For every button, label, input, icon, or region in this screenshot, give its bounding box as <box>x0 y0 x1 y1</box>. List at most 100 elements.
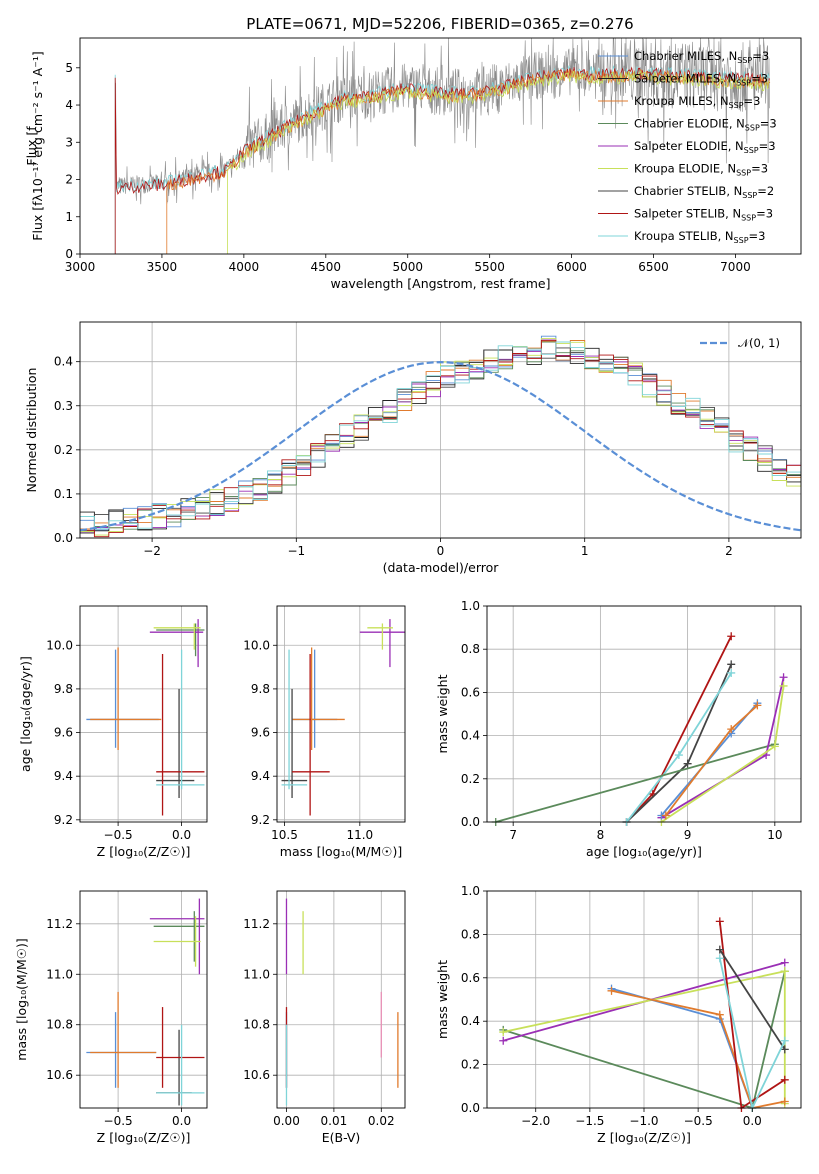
y-tick-label: 11.0 <box>46 967 73 981</box>
point-marker <box>753 701 762 710</box>
point-marker <box>715 917 724 926</box>
axes-frame <box>79 890 208 1109</box>
legend-label: Kroupa ELODIE, NSSP=3 <box>634 162 768 178</box>
y-tick-label: 0.2 <box>461 772 480 786</box>
x-tick-label: 5500 <box>474 260 505 274</box>
mass-vs-ebv-panel: 0.00 0.01 0.02 10.6 10.8 11.0 11.2 E(B-V) <box>243 890 406 1145</box>
mass-vs-metallicity-panel: −0.5 0.0 10.6 10.8 11.0 11.2 Z [log₁₀(Z/Z☉)] ma… <box>14 890 208 1145</box>
x-axis-label: Z [log₁₀(Z/Z☉)] <box>597 1130 691 1145</box>
point-marker <box>780 1097 789 1106</box>
legend-label: Salpeter STELIB, NSSP=3 <box>634 207 773 223</box>
y-tick-label: 1.0 <box>461 884 480 898</box>
point-marker <box>727 725 736 734</box>
x-tick-label: 8 <box>597 828 605 842</box>
error-bars <box>86 619 205 816</box>
y-tick-label: 10.8 <box>46 1018 73 1032</box>
axes-frame <box>486 605 802 823</box>
x-axis-label: E(B-V) <box>322 1130 361 1145</box>
axes-frame <box>276 890 406 1109</box>
y-tick-label: 10.0 <box>243 638 270 652</box>
x-tick-label: 1 <box>581 544 589 558</box>
histograms <box>80 335 801 538</box>
x-tick-label: 6500 <box>638 260 669 274</box>
y-tick-label: 0.2 <box>461 1058 480 1072</box>
point-marker <box>499 1036 508 1045</box>
x-tick-label: 9 <box>684 828 692 842</box>
y-tick-label: 9.4 <box>251 769 270 783</box>
series-line <box>495 743 776 823</box>
histogram-step <box>80 341 801 530</box>
legend-label: 𝒩(0, 1) <box>738 336 780 350</box>
y-tick-label: 0.3 <box>54 399 73 413</box>
y-tick-label: 4 <box>65 98 73 112</box>
x-tick-label: 0.0 <box>172 1114 191 1128</box>
point-marker <box>683 759 692 768</box>
x-axis-label: (data-model)/error <box>383 560 500 575</box>
y-tick-label: 10.0 <box>46 638 73 652</box>
y-tick-label: 0.0 <box>461 815 480 829</box>
gaussian-curve <box>80 360 801 532</box>
y-tick-label: 0.6 <box>461 685 480 699</box>
x-tick-label: 11.0 <box>346 828 373 842</box>
point-marker <box>780 967 789 976</box>
point-marker <box>770 742 779 751</box>
histogram-step <box>80 347 801 532</box>
legend-label: Salpeter ELODIE, NSSP=3 <box>634 139 776 155</box>
y-tick-label: 1.0 <box>461 599 480 613</box>
y-tick-label: 0.0 <box>461 1101 480 1115</box>
y-tick-label: 3 <box>65 135 73 149</box>
point-marker <box>607 986 616 995</box>
residuals-panel: 𝒩(0, 1) −2 −1 0 1 2 0.0 0.1 0.2 0.3 0.4 (data-model… <box>24 321 802 575</box>
x-tick-label: 5000 <box>392 260 423 274</box>
x-tick-label: 0.0 <box>172 828 191 842</box>
y-tick-label: 0.8 <box>461 927 480 941</box>
y-tick-label: 9.6 <box>251 726 270 740</box>
histogram-step <box>80 346 801 534</box>
y-tick-label: 0.4 <box>461 1014 480 1028</box>
legend-label: Kroupa MILES, NSSP=3 <box>634 94 760 110</box>
x-tick-label: 0.0 <box>743 1114 762 1128</box>
x-tick-label: 10 <box>767 828 782 842</box>
series-line <box>719 949 786 1050</box>
x-tick-label: 7 <box>509 828 517 842</box>
x-tick-label: 7000 <box>720 260 751 274</box>
y-tick-label: 0 <box>65 247 73 261</box>
x-tick-label: 4000 <box>229 260 260 274</box>
x-axis-label: Z [log₁₀(Z/Z☉)] <box>97 844 191 859</box>
legend-label: Chabrier MILES, NSSP=3 <box>634 49 769 65</box>
y-tick-label: 0.1 <box>54 487 73 501</box>
axes-frame <box>79 37 802 255</box>
point-marker <box>780 1045 789 1054</box>
point-marker <box>674 751 683 760</box>
legend-label: Chabrier ELODIE, NSSP=3 <box>634 117 777 133</box>
x-tick-label: −1.5 <box>575 1114 604 1128</box>
histogram-step <box>80 339 801 538</box>
x-tick-label: 3500 <box>147 260 178 274</box>
x-tick-label: 10.5 <box>271 828 298 842</box>
x-tick-label: 2 <box>725 544 733 558</box>
error-bars <box>86 898 205 1106</box>
spectrum-lines <box>114 38 771 254</box>
y-tick-label: 0.0 <box>54 531 73 545</box>
y-tick-label: 9.8 <box>54 682 73 696</box>
y-tick-label: 1 <box>65 210 73 224</box>
y-tick-label: 5 <box>65 61 73 75</box>
x-tick-label: −1 <box>287 544 305 558</box>
y-tick-label: 2 <box>65 173 73 187</box>
legend-label: Chabrier STELIB, NSSP=2 <box>634 184 774 200</box>
y-axis-label: mass weight <box>435 674 450 753</box>
point-marker <box>715 1010 724 1019</box>
x-tick-label: 4500 <box>311 260 342 274</box>
age-vs-mass-panel: 10.5 11.0 9.2 9.4 9.6 9.8 10.0 mass [log₁₀(M/M☉… <box>243 605 406 859</box>
axes-frame <box>276 605 406 823</box>
y-tick-label: 0.4 <box>461 729 480 743</box>
figure-title: PLATE=0671, MJD=52206, FIBERID=0365, z=0… <box>246 15 633 33</box>
x-tick-label: 0.01 <box>321 1114 348 1128</box>
x-axis-label: wavelength [Angstrom, rest frame] <box>330 276 550 291</box>
y-tick-label: 0.6 <box>461 971 480 985</box>
y-tick-label: 10.8 <box>243 1018 270 1032</box>
y-tick-label: 11.0 <box>243 967 270 981</box>
x-tick-label: −2.0 <box>521 1114 550 1128</box>
histogram-step <box>80 339 801 533</box>
